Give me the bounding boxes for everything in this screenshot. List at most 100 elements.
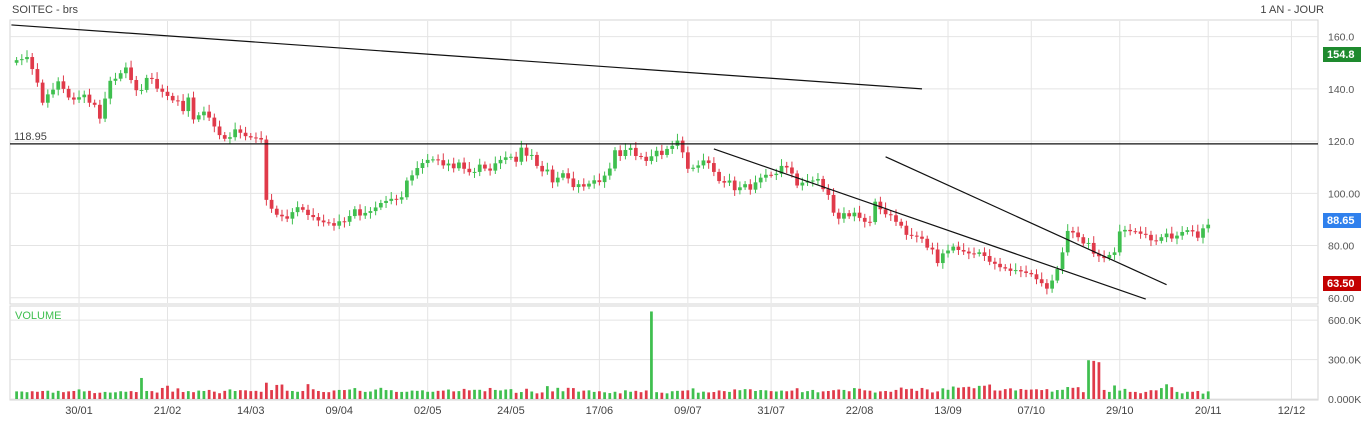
candle-body <box>1081 237 1086 244</box>
volume-bar <box>1175 391 1179 399</box>
x-tick-label: 09/04 <box>325 405 353 417</box>
candle-body <box>857 212 862 218</box>
candle-body <box>743 184 747 188</box>
period-label[interactable]: 1 AN - JOUR <box>1260 4 1324 16</box>
volume-bar <box>212 391 216 399</box>
candle-body <box>228 137 232 139</box>
candle-body <box>222 135 227 139</box>
volume-bar <box>946 389 950 399</box>
x-tick-label: 31/07 <box>757 405 785 417</box>
candle-body <box>810 180 815 182</box>
volume-bar <box>171 391 175 399</box>
candle-body <box>1097 253 1101 257</box>
candle-body <box>441 160 446 166</box>
volume-bar <box>998 390 1002 399</box>
volume-bar <box>795 388 799 399</box>
volume-bar <box>103 391 107 399</box>
volume-bar <box>77 389 81 399</box>
candle-body <box>607 168 612 176</box>
candle-body <box>1065 230 1070 253</box>
volume-bar <box>712 392 716 399</box>
candle-body <box>618 150 623 156</box>
candle-body <box>368 211 373 213</box>
volume-bar <box>743 389 747 399</box>
candle-body <box>852 212 857 217</box>
channel-upper-line <box>885 156 1167 286</box>
candle-body <box>311 215 316 218</box>
volume-bar <box>124 391 128 399</box>
candle-body <box>1169 233 1174 239</box>
candle-body <box>925 238 930 248</box>
volume-bar <box>436 390 440 399</box>
candle-body <box>826 189 831 195</box>
volume-bar <box>915 390 919 399</box>
x-tick-label: 13/09 <box>934 405 962 417</box>
volume-bar <box>134 392 138 399</box>
candle-body <box>462 162 466 169</box>
candle-body <box>233 129 238 138</box>
candle-body <box>774 173 779 176</box>
candle-body <box>987 256 992 262</box>
volume-bar <box>291 390 294 399</box>
candle-body <box>701 160 706 166</box>
candle-body <box>316 217 321 221</box>
volume-bar <box>233 390 237 399</box>
volume-bar <box>160 387 164 399</box>
volume-bar <box>717 390 721 399</box>
volume-title: VOLUME <box>15 310 61 322</box>
volume-bar <box>525 388 528 399</box>
candle-body <box>1175 235 1179 239</box>
candle-body <box>587 183 591 187</box>
volume-bar <box>1160 388 1163 399</box>
volume-bar <box>530 391 534 399</box>
candle-body <box>1102 256 1107 259</box>
volume-bar <box>46 390 50 399</box>
candle-body <box>914 235 919 237</box>
volume-bar <box>499 390 502 399</box>
candle-body <box>1206 224 1211 229</box>
candle-body <box>66 88 71 98</box>
volume-bar <box>1102 389 1106 399</box>
volume-bar <box>1113 385 1116 399</box>
volume-bar <box>863 390 867 399</box>
volume-bar <box>931 392 934 399</box>
candle-body <box>966 251 971 254</box>
volume-bar <box>25 392 29 399</box>
volume-bar <box>561 391 565 399</box>
candle-body <box>472 171 477 173</box>
candle-body <box>337 221 342 226</box>
candle-body <box>535 154 539 166</box>
candle-body <box>477 164 482 172</box>
candle-body <box>488 168 492 171</box>
volume-bar <box>800 392 804 399</box>
volume-bar <box>410 390 414 399</box>
candle-body <box>1117 231 1122 253</box>
volume-bar <box>259 391 263 399</box>
volume-bar <box>452 391 456 399</box>
volume-bar <box>754 390 757 399</box>
candle-body <box>326 222 331 224</box>
candle-body <box>1133 231 1138 233</box>
volume-bar <box>218 393 221 399</box>
volume-bar <box>395 391 398 399</box>
candle-body <box>842 213 846 219</box>
candle-body <box>1185 230 1190 232</box>
candle-body <box>685 152 690 169</box>
candle-body <box>972 253 976 255</box>
candle-body <box>753 182 758 190</box>
candle-body <box>894 215 898 222</box>
candle-body <box>389 198 394 201</box>
volume-bar <box>30 391 34 399</box>
volume-bar <box>644 390 648 399</box>
volume-bar <box>535 393 539 399</box>
volume-bar <box>936 391 939 399</box>
candle-body <box>295 207 300 213</box>
candle-body <box>186 97 191 112</box>
volume-bar <box>592 391 596 399</box>
volume-bar <box>478 389 482 399</box>
volume-bar <box>82 391 86 399</box>
volume-tick-label: 300.0K <box>1328 355 1361 367</box>
volume-bar <box>598 391 601 399</box>
candle-body <box>264 139 269 200</box>
